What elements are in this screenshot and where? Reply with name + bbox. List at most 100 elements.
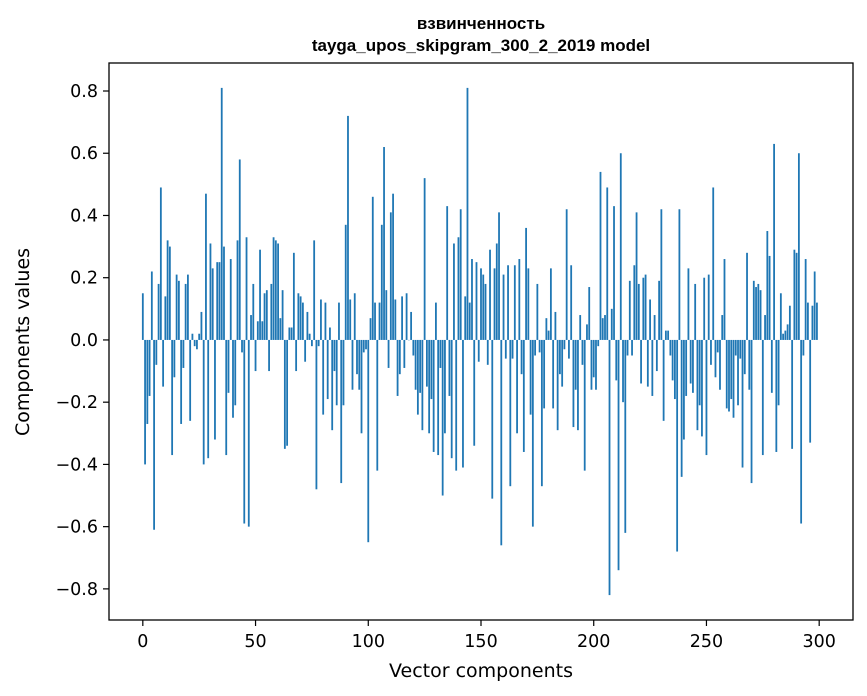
y-axis-label: Components values — [12, 248, 34, 436]
bar — [680, 339, 683, 477]
bar — [457, 237, 460, 340]
bar — [180, 339, 183, 424]
bar — [205, 193, 207, 340]
bar — [788, 305, 791, 340]
bar — [159, 187, 162, 340]
bar — [804, 259, 807, 340]
bar — [358, 339, 361, 390]
bar — [734, 339, 737, 356]
bar — [683, 339, 685, 440]
bar — [655, 339, 658, 372]
bar — [401, 296, 403, 340]
bar — [385, 290, 388, 340]
bar — [425, 339, 428, 387]
bar — [232, 339, 234, 418]
bar — [311, 339, 313, 347]
bar — [626, 339, 629, 356]
bar — [353, 293, 356, 340]
bar — [793, 249, 796, 340]
bar — [687, 268, 690, 340]
bar — [484, 283, 487, 340]
bar — [527, 268, 530, 340]
bar — [187, 274, 189, 340]
bar — [245, 237, 248, 340]
bar — [513, 265, 516, 340]
bar — [721, 315, 724, 340]
y-tick-label: 0.6 — [70, 144, 98, 164]
bar — [227, 339, 230, 393]
bar — [750, 339, 753, 484]
bar — [459, 209, 462, 340]
bar — [250, 315, 252, 340]
bar — [297, 293, 300, 340]
x-axis-label: Vector components — [389, 660, 573, 682]
bar — [441, 339, 444, 496]
bar — [306, 311, 309, 340]
bar — [155, 339, 158, 365]
bar — [782, 333, 785, 340]
bar — [543, 339, 546, 409]
bar — [430, 339, 433, 400]
bar — [171, 339, 174, 456]
bar — [599, 171, 602, 340]
chart-title-line-1: взвинченность — [417, 14, 545, 33]
bar — [403, 339, 406, 368]
bar — [707, 274, 710, 340]
bar — [419, 339, 422, 393]
bar — [471, 259, 473, 340]
bar — [259, 249, 261, 340]
bar — [811, 305, 814, 340]
bar — [196, 339, 198, 350]
bar — [592, 339, 595, 378]
y-tick-label: 0.2 — [70, 269, 98, 289]
bar — [671, 339, 674, 381]
bar — [369, 318, 372, 340]
bar — [218, 262, 221, 340]
bar — [493, 268, 496, 340]
bar — [538, 339, 541, 353]
y-tick-label: −0.2 — [56, 393, 99, 413]
y-tick-label: 0.8 — [70, 82, 98, 102]
bar — [322, 339, 325, 415]
x-tick-label: 100 — [352, 632, 385, 652]
bar — [577, 339, 579, 431]
bar — [797, 153, 800, 340]
bar — [572, 339, 575, 428]
bar — [678, 209, 681, 340]
bar — [374, 302, 376, 340]
bar — [450, 339, 453, 459]
bar — [241, 339, 243, 353]
bar — [658, 280, 661, 340]
bar — [288, 327, 291, 340]
bar — [394, 299, 397, 340]
bar — [189, 339, 192, 421]
x-tick-label: 150 — [464, 632, 497, 652]
bar — [428, 339, 431, 434]
bar — [757, 283, 760, 340]
bar — [162, 339, 165, 387]
bar — [331, 339, 334, 431]
bar — [624, 339, 627, 533]
bar — [453, 243, 455, 340]
bar — [694, 283, 697, 340]
bar — [561, 339, 564, 387]
bar — [198, 333, 201, 340]
bar — [301, 302, 304, 340]
bar — [387, 339, 390, 368]
plot-frame — [108, 62, 854, 621]
bar — [601, 318, 604, 340]
bar — [405, 293, 408, 340]
bar — [574, 339, 577, 390]
bar — [667, 330, 670, 340]
bar — [768, 255, 771, 340]
bar — [556, 339, 559, 431]
bar — [692, 339, 694, 393]
bar — [349, 299, 352, 340]
bar — [202, 339, 205, 465]
bar — [565, 209, 568, 340]
bar — [351, 339, 354, 390]
y-tick-label: 0.0 — [70, 331, 98, 351]
bar — [728, 339, 730, 412]
bar — [791, 339, 794, 449]
bar — [392, 193, 394, 340]
